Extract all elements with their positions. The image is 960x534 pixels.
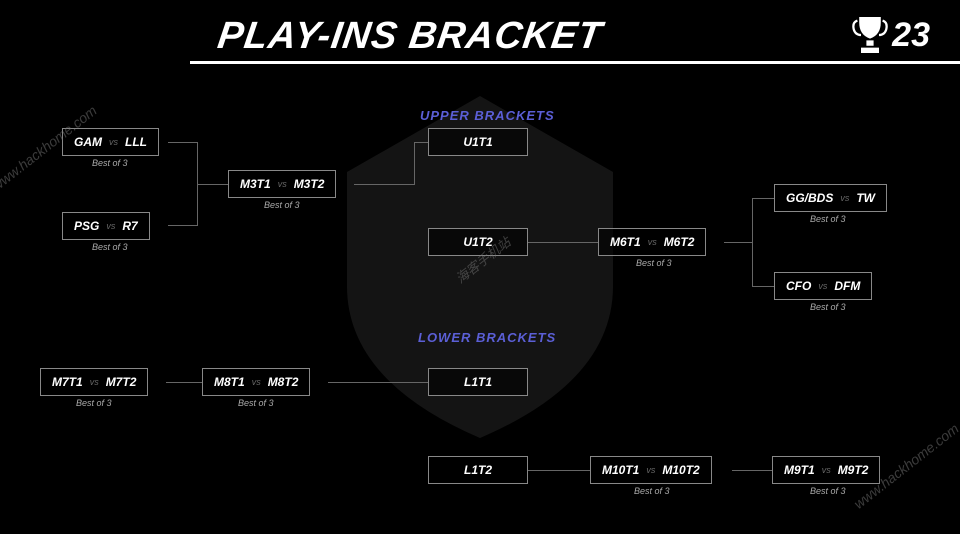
upper-brackets-label: UPPER BRACKETS <box>420 108 555 123</box>
match-m9: M9T1 vs M9T2 <box>772 456 880 484</box>
connector <box>414 142 428 143</box>
team-label: M6T1 <box>610 235 641 249</box>
vs-label: vs <box>818 281 827 291</box>
bo3-label: Best of 3 <box>76 398 112 408</box>
connector <box>752 286 774 287</box>
match-m8: M8T1 vs M8T2 <box>202 368 310 396</box>
title-bar: PLAY-INS BRACKET 23 <box>190 8 960 64</box>
bo3-label: Best of 3 <box>92 158 128 168</box>
slot-u1t1: U1T1 <box>428 128 528 156</box>
team-label: GAM <box>74 135 102 149</box>
team-label: U1T1 <box>463 135 492 149</box>
bo3-label: Best of 3 <box>810 302 846 312</box>
team-label: DFM <box>834 279 860 293</box>
match-ggbds-tw: GG/BDS vs TW <box>774 184 887 212</box>
team-label: U1T2 <box>463 235 492 249</box>
match-psg-r7: PSG vs R7 <box>62 212 150 240</box>
connector <box>414 142 415 185</box>
connector <box>752 198 774 199</box>
slot-l1t2: L1T2 <box>428 456 528 484</box>
team-label: M3T2 <box>294 177 325 191</box>
team-label: M7T2 <box>106 375 137 389</box>
vs-label: vs <box>822 465 831 475</box>
vs-label: vs <box>646 465 655 475</box>
year-label: 23 <box>892 16 930 55</box>
bo3-label: Best of 3 <box>810 214 846 224</box>
vs-label: vs <box>840 193 849 203</box>
team-label: L1T2 <box>464 463 492 477</box>
team-label: GG/BDS <box>786 191 833 205</box>
match-gam-lll: GAM vs LLL <box>62 128 159 156</box>
team-label: M8T2 <box>268 375 299 389</box>
team-label: M10T1 <box>602 463 639 477</box>
team-label: M9T1 <box>784 463 815 477</box>
connector <box>328 382 428 383</box>
connector <box>354 184 414 185</box>
page-title: PLAY-INS BRACKET <box>187 15 605 58</box>
connector <box>198 184 228 185</box>
team-label: PSG <box>74 219 99 233</box>
slot-l1t1: L1T1 <box>428 368 528 396</box>
team-label: L1T1 <box>464 375 492 389</box>
vs-label: vs <box>648 237 657 247</box>
team-label: M10T2 <box>662 463 699 477</box>
trophy-icon <box>852 13 888 57</box>
vs-label: vs <box>278 179 287 189</box>
match-m7: M7T1 vs M7T2 <box>40 368 148 396</box>
vs-label: vs <box>252 377 261 387</box>
bo3-label: Best of 3 <box>636 258 672 268</box>
team-label: M3T1 <box>240 177 271 191</box>
team-label: M9T2 <box>838 463 869 477</box>
connector <box>528 242 598 243</box>
team-label: TW <box>856 191 875 205</box>
team-label: M8T1 <box>214 375 245 389</box>
bo3-label: Best of 3 <box>92 242 128 252</box>
connector <box>752 198 753 286</box>
match-cfo-dfm: CFO vs DFM <box>774 272 872 300</box>
lower-brackets-label: LOWER BRACKETS <box>418 330 556 345</box>
team-label: M6T2 <box>664 235 695 249</box>
vs-label: vs <box>90 377 99 387</box>
team-label: R7 <box>122 219 137 233</box>
bo3-label: Best of 3 <box>634 486 670 496</box>
match-m10: M10T1 vs M10T2 <box>590 456 712 484</box>
vs-label: vs <box>109 137 118 147</box>
team-label: M7T1 <box>52 375 83 389</box>
team-label: LLL <box>125 135 147 149</box>
team-label: CFO <box>786 279 811 293</box>
vs-label: vs <box>106 221 115 231</box>
connector <box>528 470 590 471</box>
connector <box>732 470 772 471</box>
connector <box>168 142 198 226</box>
bo3-label: Best of 3 <box>810 486 846 496</box>
bo3-label: Best of 3 <box>238 398 274 408</box>
match-m3: M3T1 vs M3T2 <box>228 170 336 198</box>
connector <box>724 242 752 243</box>
match-m6: M6T1 vs M6T2 <box>598 228 706 256</box>
header-logo: 23 <box>852 13 930 57</box>
connector <box>166 382 202 383</box>
bo3-label: Best of 3 <box>264 200 300 210</box>
slot-u1t2: U1T2 <box>428 228 528 256</box>
